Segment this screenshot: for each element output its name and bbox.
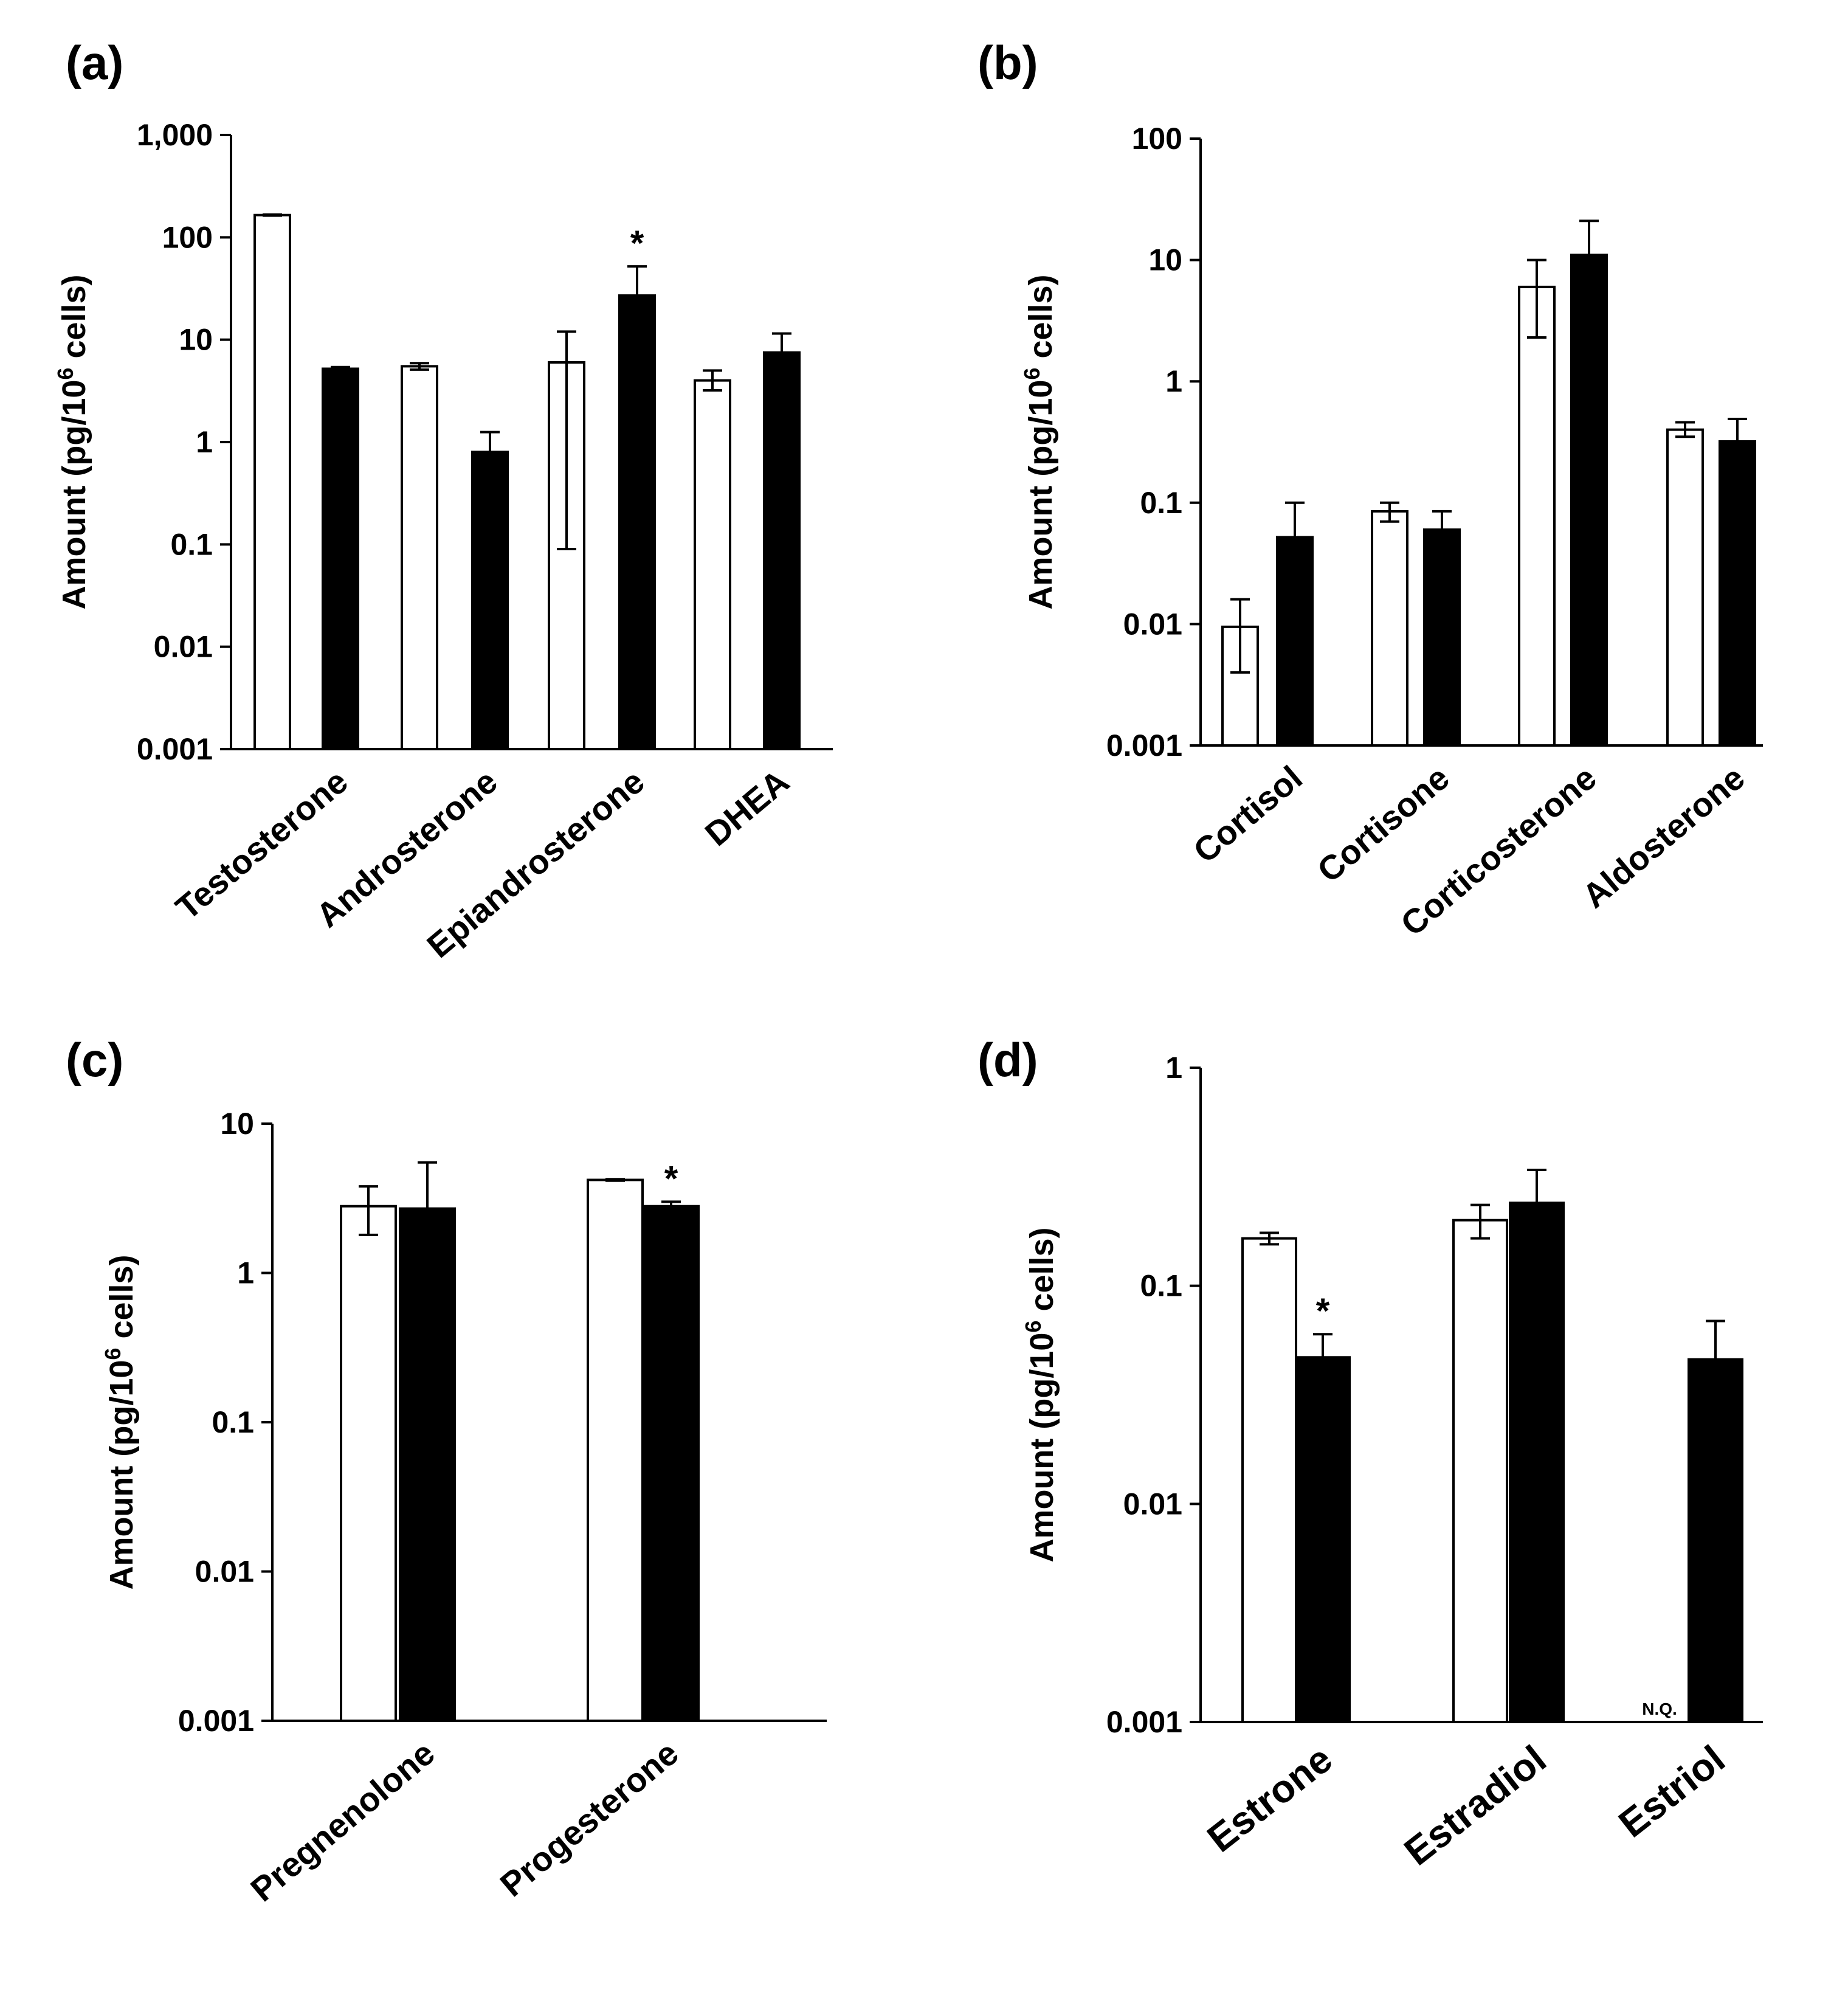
bar-treated-cortisone	[1423, 528, 1461, 747]
y-axis-title-prefix: Amount (pg/10	[1024, 1333, 1060, 1563]
category-label-pregnenolone: Pregnenolone	[243, 1734, 442, 1909]
bar-control-pregnenolone	[340, 1205, 397, 1722]
category-label-cortisone: Cortisone	[1310, 758, 1457, 890]
y-axis-title: Amount (pg/106 cells)	[1019, 274, 1059, 609]
y-tick-label: 10	[220, 1107, 254, 1141]
y-axis-title-suffix: cells)	[1022, 274, 1059, 367]
bar-control-estrone	[1241, 1237, 1297, 1724]
bar-treated-estradiol	[1509, 1202, 1565, 1724]
bar-treated-androsterone	[471, 451, 509, 750]
panel-letter: (d)	[977, 1033, 1038, 1087]
bar-control-aldosterone	[1666, 428, 1704, 747]
y-tick-label: 0.001	[1106, 728, 1182, 762]
y-tick-label: 100	[162, 220, 213, 254]
chart-panel-c: (c) 0.001 0.01 0.1 1 10 Amount (pg/106 cells) P…	[66, 1033, 827, 1909]
y-tick-label: 0.001	[1106, 1705, 1182, 1739]
y-tick-label: 0.1	[1140, 1269, 1182, 1303]
y-axis-title-sup: 6	[100, 1348, 125, 1360]
y-axis-title: Amount (pg/106 cells)	[1021, 1227, 1060, 1562]
bar-control-dhea	[694, 379, 731, 750]
bar-control-androsterone	[401, 365, 438, 750]
y-axis-title-sup: 6	[53, 368, 78, 380]
category-label-progesterone: Progesterone	[493, 1734, 686, 1904]
y-axis-title-sup: 6	[1019, 368, 1044, 380]
bar-treated-estriol	[1688, 1358, 1743, 1724]
y-tick-label: 1	[196, 425, 213, 459]
y-tick-label: 0.01	[154, 630, 213, 664]
category-label-estradiol: Estradiol	[1396, 1737, 1554, 1873]
y-tick-label: 1	[237, 1256, 254, 1290]
not-quantified-label: N.Q.	[1642, 1700, 1677, 1718]
y-axis-title-prefix: Amount (pg/10	[103, 1360, 140, 1590]
panel-letter: (c)	[66, 1033, 123, 1087]
bar-treated-cortisol	[1276, 536, 1314, 747]
y-axis-title-suffix: cells)	[1024, 1227, 1060, 1320]
y-axis-title: Amount (pg/106 cells)	[100, 1254, 140, 1589]
y-tick-label: 0.01	[1123, 607, 1182, 641]
y-tick-label: 1	[1165, 1051, 1182, 1085]
bar-treated-pregnenolone	[399, 1207, 456, 1722]
bar-control-estradiol	[1452, 1219, 1508, 1723]
category-label-aldosterone: Aldosterone	[1575, 758, 1752, 915]
y-tick-label: 0.1	[212, 1405, 254, 1439]
bar-treated-corticosterone	[1570, 254, 1608, 747]
bar-treated-estrone	[1295, 1356, 1351, 1723]
y-tick-label: 0.01	[1123, 1487, 1182, 1521]
bar-treated-dhea	[763, 351, 801, 750]
bar-control-cortisone	[1371, 510, 1408, 747]
y-tick-label: 0.001	[137, 732, 213, 766]
bar-control-progesterone	[587, 1178, 644, 1722]
panel-letter: (a)	[66, 36, 123, 89]
chart-panel-a: (a) 0.001 0.01 0.1 1 10 100 1,000 Amount (pg/106…	[53, 36, 833, 965]
chart-panel-d: (d) 0.001 0.01 0.1 1 Amount (pg/106 cells) * Es…	[977, 1033, 1763, 1874]
y-tick-label: 0.01	[195, 1555, 254, 1589]
category-label-dhea: DHEA	[698, 762, 796, 853]
bar-treated-epiandrosterone	[618, 294, 656, 750]
y-axis-title-suffix: cells)	[103, 1254, 140, 1347]
y-tick-label: 0.1	[170, 527, 213, 561]
y-axis-title-prefix: Amount (pg/10	[56, 380, 92, 610]
y-tick-label: 10	[1148, 243, 1182, 277]
y-tick-label: 1	[1165, 364, 1182, 398]
bar-treated-aldosterone	[1719, 440, 1756, 747]
y-tick-label: 10	[179, 323, 213, 357]
category-label-estriol: Estriol	[1610, 1737, 1732, 1845]
bar-control-testosterone	[253, 213, 291, 751]
y-axis-title-sup: 6	[1021, 1321, 1046, 1333]
panel-letter: (b)	[977, 36, 1038, 89]
category-label-estrone: Estrone	[1199, 1737, 1340, 1860]
category-label-cortisol: Cortisol	[1186, 758, 1309, 870]
bar-control-corticosterone	[1518, 285, 1556, 747]
y-tick-label: 0.1	[1140, 486, 1182, 520]
y-tick-label: 0.001	[178, 1704, 254, 1738]
y-axis-title-prefix: Amount (pg/10	[1022, 380, 1059, 610]
significance-star: *	[1316, 1292, 1330, 1331]
y-axis-title: Amount (pg/106 cells)	[53, 274, 92, 609]
significance-star: *	[664, 1159, 678, 1198]
y-tick-label: 100	[1132, 122, 1182, 156]
bar-treated-progesterone	[643, 1205, 700, 1722]
bar-treated-testosterone	[322, 367, 359, 750]
y-axis-title-suffix: cells)	[56, 274, 92, 367]
y-tick-label: 1,000	[137, 118, 213, 152]
significance-star: *	[630, 224, 644, 263]
chart-panel-b: (b) 0.001 0.01 0.1 1 10 100 Amount (pg/106 cell…	[977, 36, 1763, 943]
